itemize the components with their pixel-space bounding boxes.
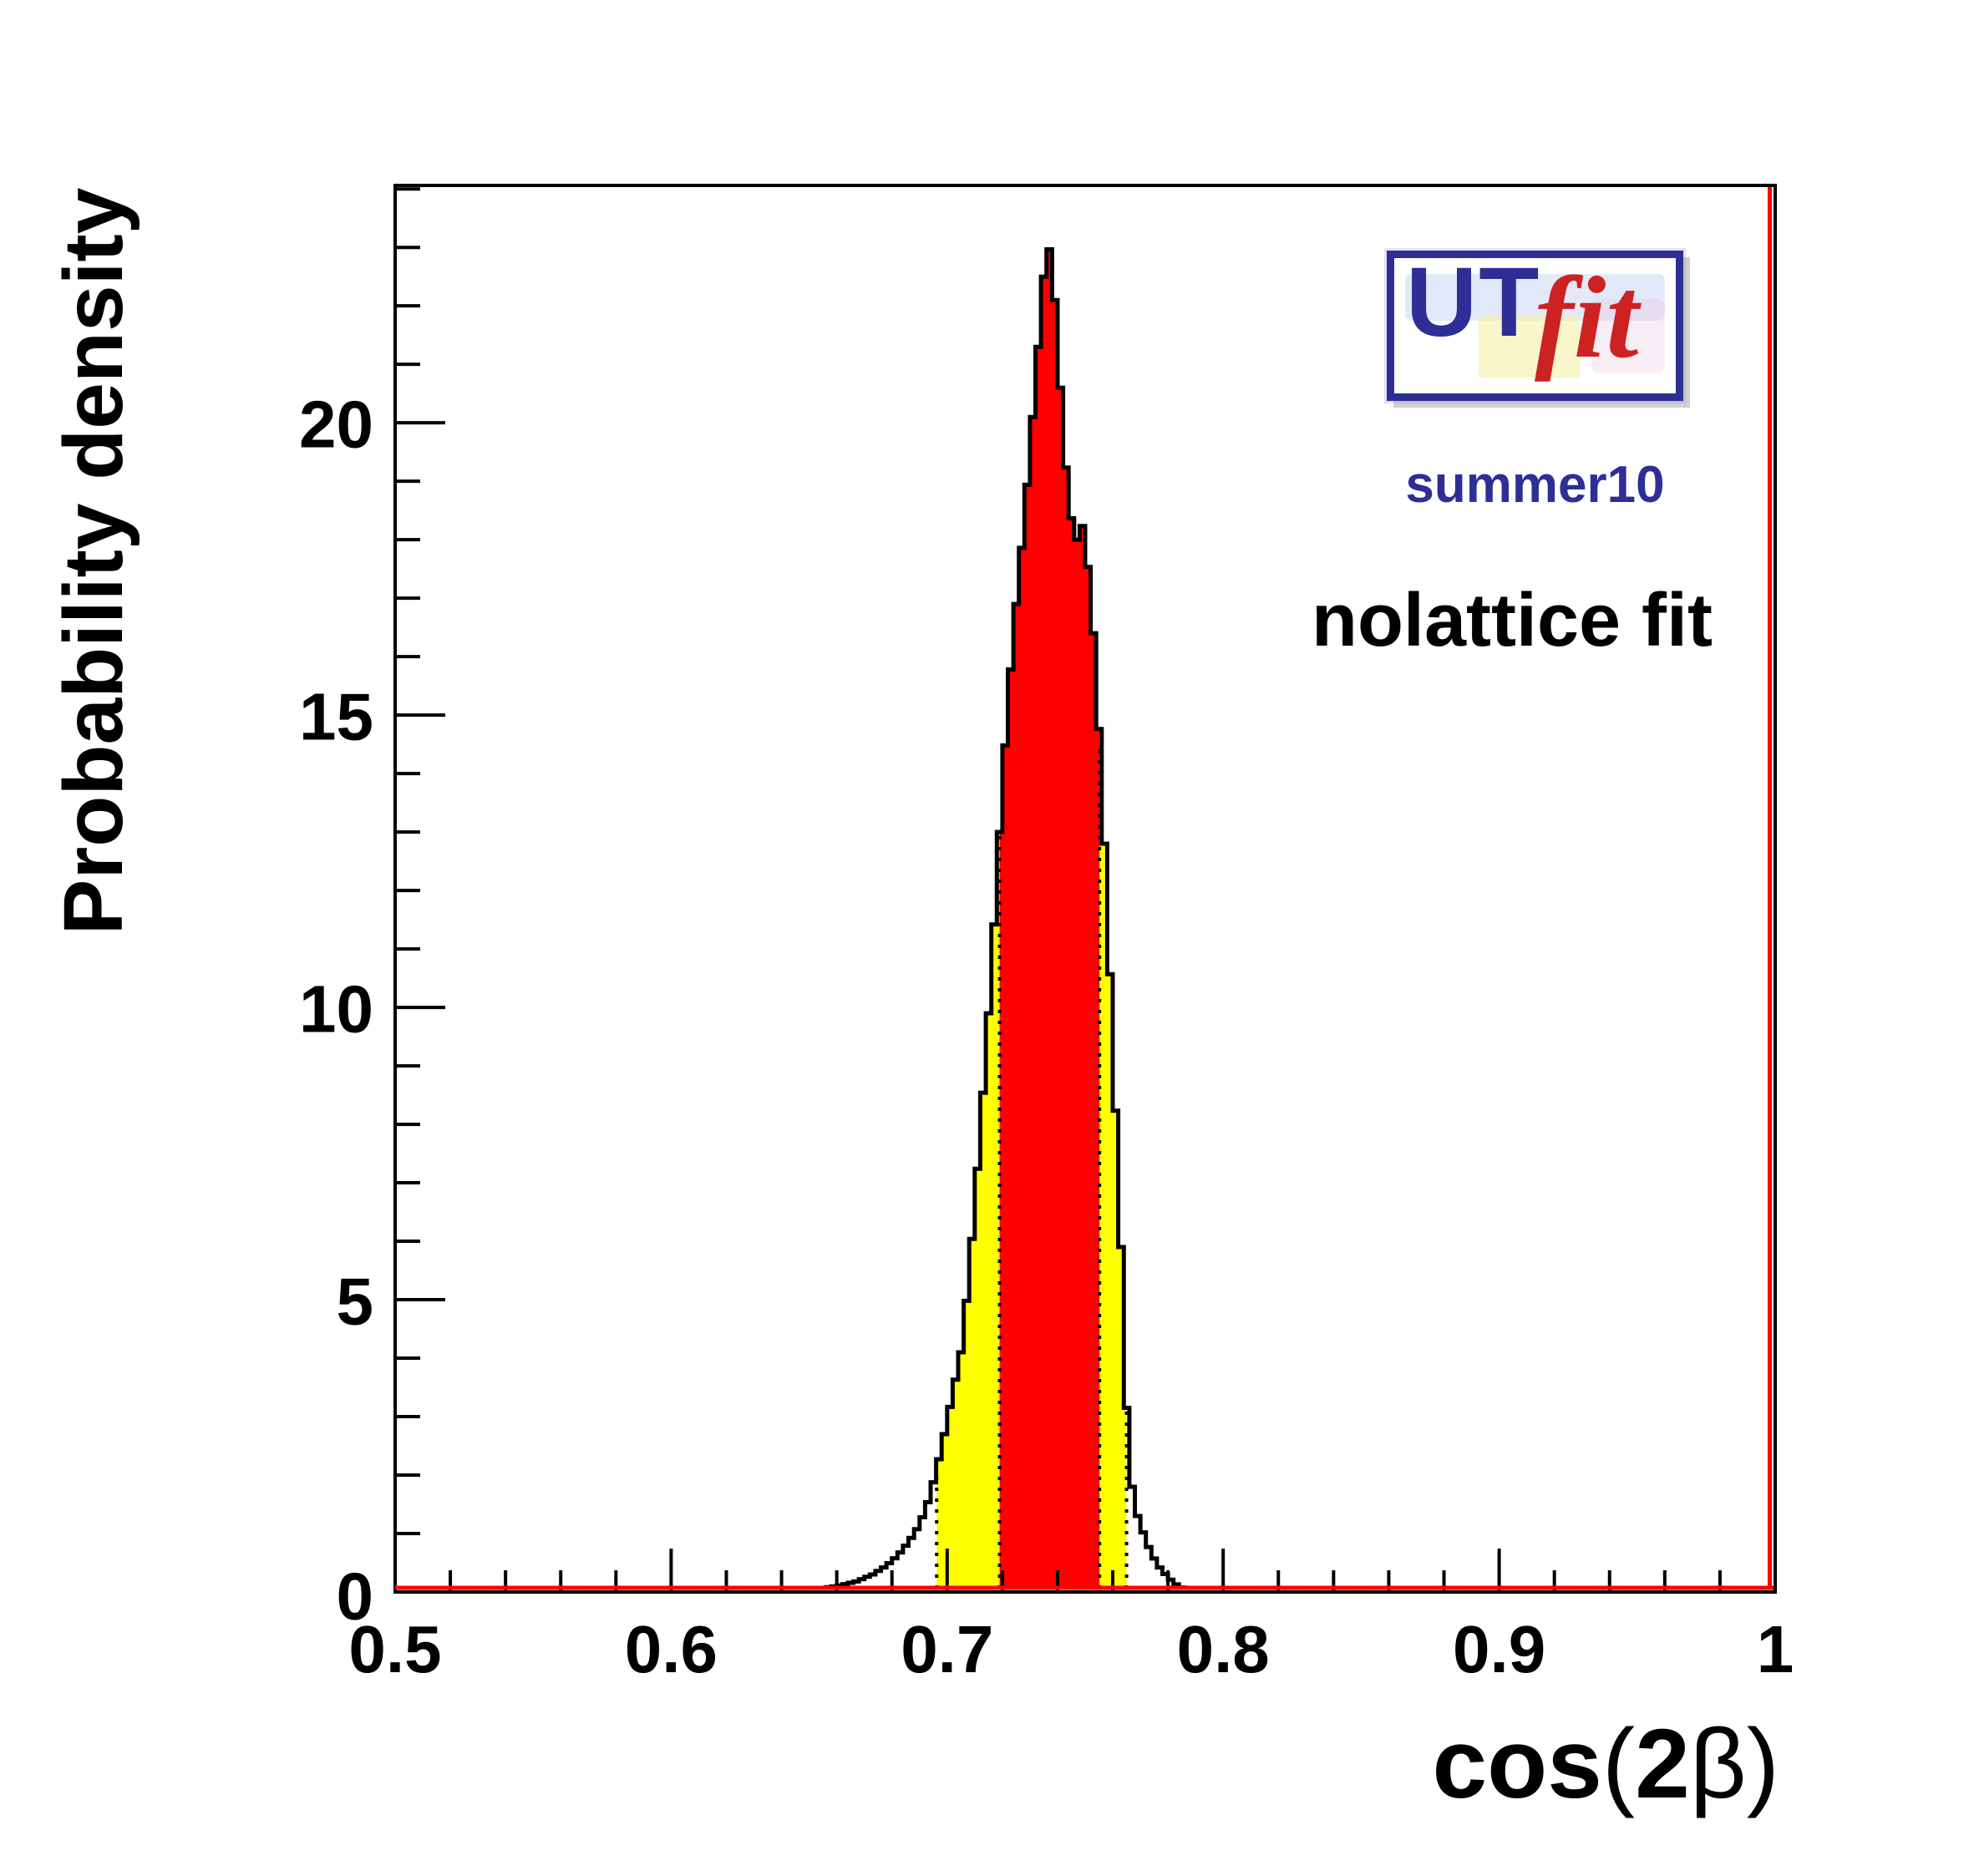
logo-background-shape [1479,315,1581,378]
y-tick-label: 20 [299,388,373,462]
x-axis-title-part: 2 [1635,1709,1690,1819]
logo-text-fit: fit [1535,253,1639,383]
plot-frame [393,184,1777,1594]
x-tick-label: 0.7 [901,1612,993,1686]
utfit-logo: UT fit [1387,251,1683,401]
label-nolattice-fit: nolattice fit [1311,579,1713,662]
probability-interval-fills [936,249,1127,1589]
x-tick-label: 0.6 [625,1612,718,1686]
logo-text-ut: UT [1406,247,1541,357]
x-tick-label: 0.9 [1453,1612,1545,1686]
y-tick-label: 0 [337,1559,374,1634]
interval-boundary-lines [935,743,1129,1589]
y-tick-label: 15 [299,680,373,754]
logo-background-shape [1591,298,1665,373]
density-curve-outline [798,247,1201,1590]
x-axis-title-part: ( [1602,1709,1635,1819]
x-tick-label: 1 [1757,1612,1794,1686]
x-axis-title-part: β [1690,1709,1747,1819]
density-curve [798,247,1201,1590]
x-tick-label: 0.5 [348,1612,441,1686]
y-tick-label: 5 [337,1265,374,1339]
y-axis-title: Probability density [47,187,140,935]
interval-fill-68pct [999,249,1100,1589]
subtitle-summer10: summer10 [1405,456,1665,514]
x-tick-label: 0.8 [1177,1612,1270,1686]
x-axis-title: cos(2β) [1433,1709,1779,1819]
red-overlay-lines [395,187,1774,1590]
logo-background-shape [1405,274,1665,321]
x-axis-title-part: ) [1747,1709,1779,1819]
axis-ticks [393,187,1777,1594]
x-axis-title-part: cos [1433,1709,1602,1819]
axes-frame [393,184,1777,1594]
x-tick-labels: 0.5 0.6 0.7 0.8 0.9 1 [348,1612,1794,1686]
y-tick-labels: 0 5 10 15 20 [299,388,373,1634]
y-tick-label: 10 [299,972,373,1047]
